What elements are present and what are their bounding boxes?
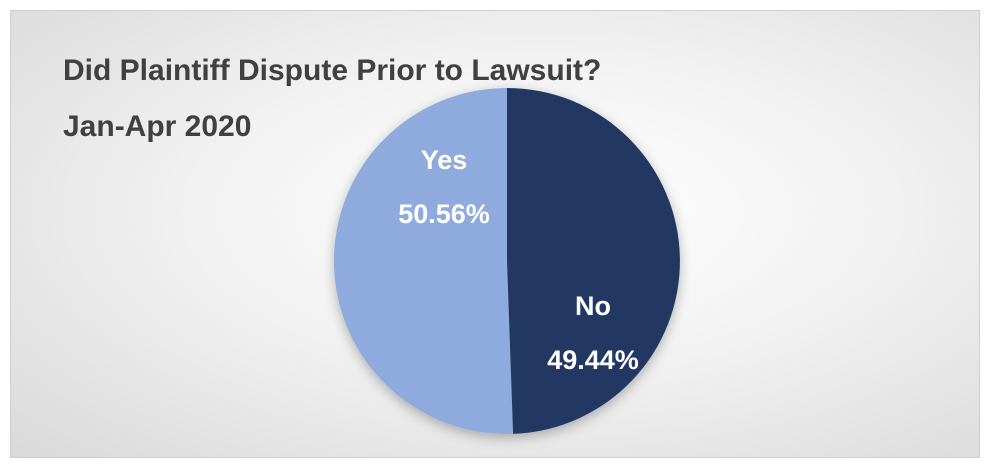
chart-subtitle-line: Jan-Apr 2020: [63, 110, 252, 143]
pie-slice-no: [507, 88, 680, 434]
pie-labels: Yes 50.56% No 49.44%: [398, 145, 639, 375]
pie-slice-yes: [333, 87, 514, 434]
chart-title: Did Plaintiff Dispute Prior to Lawsuit? …: [63, 43, 601, 155]
chart-title-line: Did Plaintiff Dispute Prior to Lawsuit?: [63, 54, 602, 87]
data-label-no-percent: 49.44%: [547, 345, 639, 375]
data-label-no-category: No: [575, 291, 611, 321]
data-label-yes-category: Yes: [421, 145, 468, 175]
chart-area: Did Plaintiff Dispute Prior to Lawsuit? …: [10, 10, 980, 458]
pie-slices: [333, 87, 680, 434]
pie-chart: Yes 50.56% No 49.44%: [333, 87, 680, 434]
data-label-yes-percent: 50.56%: [398, 199, 490, 229]
